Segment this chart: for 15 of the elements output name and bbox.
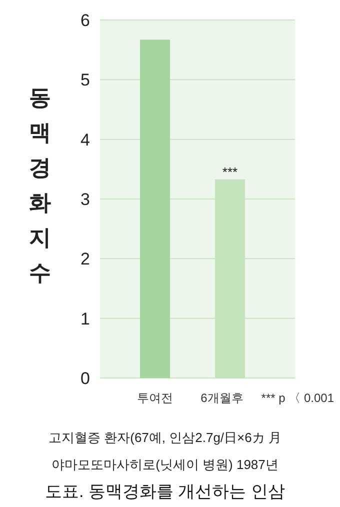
x-tick-label: 6개월후 xyxy=(200,391,244,405)
y-tick-label: 6 xyxy=(80,11,90,30)
text: 고지혈증 환자(67예, 인삼2.7g/日×6カ 月 xyxy=(48,430,282,445)
y-tick-label: 3 xyxy=(80,190,90,209)
y-axis-title: 동맥경화지수 xyxy=(29,85,51,285)
y-tick-label: 5 xyxy=(80,70,90,90)
annotation: *** xyxy=(222,164,238,180)
text: 야마모또마사히로(닛세이 병원) 1987년 xyxy=(52,457,278,472)
y-tick-label: 4 xyxy=(80,130,90,150)
y-tick-label: 1 xyxy=(80,309,90,328)
x-tick-label: 투여전 xyxy=(137,391,173,405)
y-tick-label: 0 xyxy=(80,369,90,388)
y-tick-label: 2 xyxy=(80,250,90,269)
text: *** p 〈 0.001 xyxy=(261,391,334,405)
text: 도표. 동맥경화를 개선하는 인삼 xyxy=(45,482,285,501)
